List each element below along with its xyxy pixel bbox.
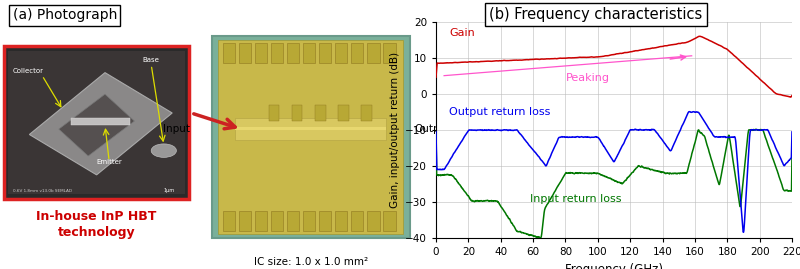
Bar <box>302 211 315 231</box>
Text: Output return loss: Output return loss <box>449 107 550 117</box>
Bar <box>302 43 315 63</box>
Bar <box>383 211 395 231</box>
Bar <box>4 46 189 199</box>
Bar <box>254 43 267 63</box>
Bar <box>222 43 235 63</box>
Bar <box>319 43 331 63</box>
Bar <box>315 105 326 121</box>
Polygon shape <box>30 73 172 175</box>
Y-axis label: Gain, input/output return (dB): Gain, input/output return (dB) <box>390 52 399 208</box>
Text: In-house InP HBT
technology: In-house InP HBT technology <box>37 210 157 239</box>
Bar <box>335 211 347 231</box>
Bar <box>254 211 267 231</box>
Text: Emitter: Emitter <box>97 159 122 165</box>
Bar <box>286 43 299 63</box>
Bar <box>235 127 386 130</box>
Text: IC size: 1.0 x 1.0 mm²: IC size: 1.0 x 1.0 mm² <box>254 257 368 267</box>
Bar <box>292 105 302 121</box>
Text: Output: Output <box>414 124 450 134</box>
Text: (a) Photograph: (a) Photograph <box>13 8 117 22</box>
Bar <box>71 118 130 125</box>
Bar <box>367 211 379 231</box>
Bar <box>270 43 283 63</box>
Bar <box>238 43 251 63</box>
Bar <box>270 211 283 231</box>
Bar <box>351 43 363 63</box>
Text: Base: Base <box>143 57 160 63</box>
X-axis label: Frequency (GHz): Frequency (GHz) <box>565 263 663 269</box>
Text: Gain: Gain <box>449 28 474 38</box>
Bar <box>383 43 395 63</box>
Text: Input return loss: Input return loss <box>530 194 622 204</box>
Bar <box>286 211 299 231</box>
Bar <box>335 43 347 63</box>
Text: Collector: Collector <box>13 68 43 74</box>
Text: (b) Frequency characteristics: (b) Frequency characteristics <box>490 7 702 22</box>
Bar <box>319 211 331 231</box>
Bar <box>362 105 372 121</box>
Text: Peaking: Peaking <box>566 73 610 83</box>
Bar <box>218 40 403 234</box>
Bar <box>235 118 386 140</box>
Text: 0.6V 1.8mm v13.0b SEMLAD: 0.6V 1.8mm v13.0b SEMLAD <box>13 189 72 193</box>
Bar <box>269 105 279 121</box>
Ellipse shape <box>151 144 176 157</box>
Bar <box>338 105 349 121</box>
Bar <box>8 51 185 194</box>
Bar <box>222 211 235 231</box>
Bar <box>212 36 410 238</box>
Polygon shape <box>59 94 134 156</box>
Bar <box>238 211 251 231</box>
Text: 1μm: 1μm <box>164 188 175 193</box>
Bar <box>351 211 363 231</box>
Bar <box>367 43 379 63</box>
Text: Input: Input <box>163 124 190 134</box>
